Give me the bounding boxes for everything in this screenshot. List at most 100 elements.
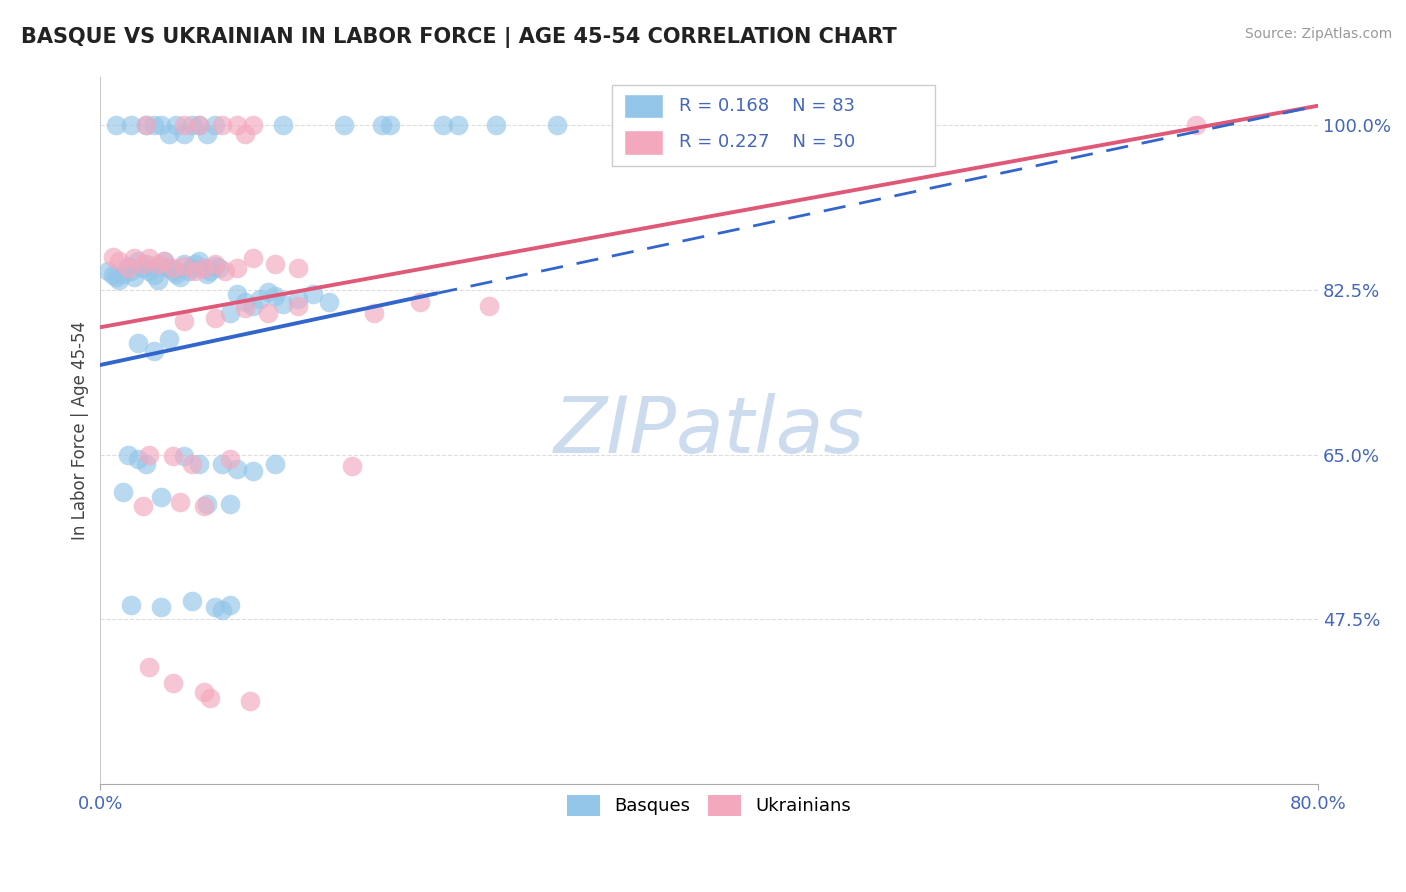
Point <box>162 260 184 275</box>
Point <box>138 263 160 277</box>
Point <box>302 287 325 301</box>
Point <box>127 336 149 351</box>
Point <box>162 450 184 464</box>
Point <box>173 259 195 273</box>
Point <box>211 457 233 471</box>
Point <box>409 294 432 309</box>
Point <box>226 287 249 301</box>
Point <box>117 259 139 273</box>
FancyBboxPatch shape <box>624 94 664 118</box>
Point <box>135 118 157 132</box>
Point <box>162 263 184 277</box>
Point <box>193 260 215 275</box>
Point <box>193 685 215 699</box>
Point <box>150 259 173 273</box>
Point <box>127 452 149 467</box>
Point <box>142 118 165 132</box>
Point <box>233 127 256 141</box>
Point <box>546 118 568 132</box>
Point <box>183 263 205 277</box>
Point <box>180 593 202 607</box>
Point <box>333 118 356 132</box>
Point <box>198 263 221 277</box>
Point <box>142 268 165 283</box>
Point <box>157 127 180 141</box>
Point <box>477 299 499 313</box>
Text: R = 0.168    N = 83: R = 0.168 N = 83 <box>679 96 855 115</box>
Point <box>211 603 233 617</box>
Point <box>218 599 240 613</box>
Legend: Basques, Ukrainians: Basques, Ukrainians <box>558 786 860 825</box>
Point <box>211 118 233 132</box>
Point <box>135 118 157 132</box>
Point <box>107 273 129 287</box>
Point <box>112 485 135 500</box>
Point <box>101 250 124 264</box>
Point <box>107 254 129 268</box>
Point <box>204 310 226 325</box>
Point <box>166 118 188 132</box>
Point <box>180 457 202 471</box>
Point <box>132 257 155 271</box>
Point <box>204 257 226 271</box>
Point <box>188 118 211 132</box>
Point <box>204 259 226 273</box>
Point <box>150 118 173 132</box>
Point <box>218 496 240 510</box>
Point <box>233 294 256 309</box>
Point <box>169 494 191 508</box>
Point <box>157 260 180 275</box>
Point <box>485 118 508 132</box>
Point <box>193 260 215 275</box>
Point <box>198 690 221 705</box>
Point <box>148 257 170 271</box>
Point <box>173 450 195 464</box>
Point <box>233 301 256 316</box>
Point <box>214 263 236 277</box>
Point <box>264 457 287 471</box>
Point <box>195 127 218 141</box>
Point <box>183 257 205 271</box>
Point <box>204 118 226 132</box>
Point <box>150 600 173 615</box>
Point <box>138 659 160 673</box>
Point <box>157 333 180 347</box>
Point <box>127 254 149 268</box>
Point <box>242 299 264 313</box>
Point <box>173 118 195 132</box>
Point <box>287 292 309 306</box>
Point <box>117 448 139 462</box>
Point <box>120 599 142 613</box>
Point <box>173 127 195 141</box>
Point <box>287 299 309 313</box>
Point <box>117 260 139 275</box>
Point <box>1185 118 1208 132</box>
Point <box>378 118 401 132</box>
Point <box>195 267 218 281</box>
Point <box>138 252 160 266</box>
Point <box>104 118 127 132</box>
Point <box>363 306 385 320</box>
Point <box>271 118 294 132</box>
Point <box>256 306 278 320</box>
Point <box>166 267 188 281</box>
FancyBboxPatch shape <box>624 130 664 154</box>
Point <box>101 268 124 283</box>
Point <box>226 260 249 275</box>
Point <box>177 263 200 277</box>
Point <box>173 257 195 271</box>
Point <box>195 496 218 510</box>
Point <box>249 292 271 306</box>
Point <box>271 296 294 310</box>
Point <box>173 313 195 327</box>
Point <box>122 270 145 285</box>
Point <box>188 457 211 471</box>
Point <box>218 306 240 320</box>
Point <box>264 289 287 303</box>
Text: BASQUE VS UKRAINIAN IN LABOR FORCE | AGE 45-54 CORRELATION CHART: BASQUE VS UKRAINIAN IN LABOR FORCE | AGE… <box>21 27 897 48</box>
Point <box>120 263 142 277</box>
Point <box>287 260 309 275</box>
Point <box>188 118 211 132</box>
Text: R = 0.227    N = 50: R = 0.227 N = 50 <box>679 134 855 152</box>
Point <box>238 694 260 708</box>
